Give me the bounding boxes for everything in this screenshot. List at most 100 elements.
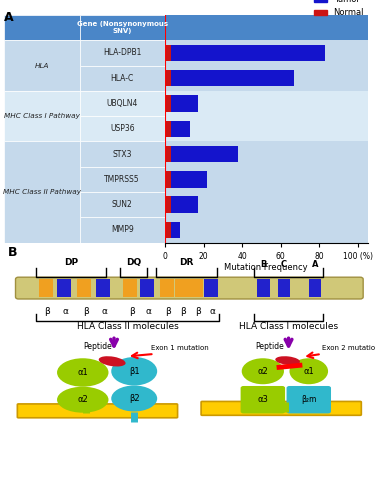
Text: UBQLN4: UBQLN4: [106, 99, 138, 108]
Text: α2: α2: [77, 395, 88, 404]
Text: Peptide: Peptide: [255, 342, 284, 351]
Text: β: β: [83, 307, 88, 316]
Text: β₂m: β₂m: [301, 395, 316, 404]
Bar: [165, 222, 171, 238]
Text: TMPRSS5: TMPRSS5: [105, 175, 140, 184]
Text: α2: α2: [258, 367, 268, 376]
Bar: [165, 192, 368, 217]
Text: Gene (Nonsynonymous
SNV): Gene (Nonsynonymous SNV): [77, 21, 168, 34]
Bar: [4, 40, 80, 91]
Bar: [4, 91, 80, 142]
Bar: [77, 279, 91, 297]
FancyBboxPatch shape: [241, 386, 285, 413]
Bar: [80, 116, 165, 141]
Bar: [80, 217, 165, 242]
Text: DQ: DQ: [126, 258, 141, 267]
Text: β2: β2: [129, 394, 140, 403]
Text: Peptide: Peptide: [83, 342, 112, 351]
Bar: [80, 166, 165, 192]
Text: β: β: [129, 307, 135, 316]
Text: α3: α3: [257, 395, 268, 404]
Bar: [165, 70, 171, 86]
Text: α: α: [145, 307, 151, 316]
Bar: [80, 40, 165, 66]
Text: HLA-DPB1: HLA-DPB1: [103, 48, 141, 58]
Ellipse shape: [99, 356, 126, 366]
Bar: [80, 66, 165, 91]
Bar: [165, 196, 198, 213]
Bar: [165, 166, 368, 192]
Text: C: C: [281, 260, 287, 270]
Bar: [165, 146, 171, 162]
Text: SUN2: SUN2: [112, 200, 133, 209]
Legend: Tumor, Normal: Tumor, Normal: [311, 0, 368, 20]
Text: α1: α1: [77, 368, 88, 377]
Text: B: B: [260, 260, 267, 270]
Text: USP36: USP36: [110, 124, 135, 133]
X-axis label: Mutation Frequency: Mutation Frequency: [224, 264, 308, 272]
Bar: [165, 120, 171, 137]
Ellipse shape: [290, 358, 328, 384]
Text: STX3: STX3: [112, 150, 132, 158]
Text: A: A: [4, 11, 13, 24]
Bar: [165, 146, 238, 162]
Bar: [80, 192, 165, 217]
Bar: [165, 15, 368, 40]
Bar: [165, 217, 368, 242]
Ellipse shape: [57, 358, 108, 386]
Ellipse shape: [57, 386, 108, 412]
Bar: [165, 91, 368, 116]
Bar: [309, 279, 321, 297]
Bar: [165, 96, 198, 112]
Text: β: β: [44, 307, 50, 316]
Text: MHC Class I Pathway: MHC Class I Pathway: [4, 113, 80, 119]
Bar: [165, 120, 190, 137]
Ellipse shape: [111, 357, 157, 386]
Text: A: A: [312, 260, 318, 270]
Bar: [160, 279, 174, 297]
FancyBboxPatch shape: [17, 404, 178, 418]
Bar: [165, 171, 171, 188]
Ellipse shape: [242, 358, 284, 384]
Text: HLA Class II molecules: HLA Class II molecules: [76, 322, 178, 331]
Bar: [165, 44, 171, 61]
Bar: [123, 279, 137, 297]
Text: Exon 2 mutation: Exon 2 mutation: [322, 346, 375, 352]
Bar: [57, 279, 71, 297]
Text: DP: DP: [64, 258, 78, 267]
Text: α1: α1: [303, 367, 314, 376]
Bar: [165, 116, 368, 141]
Text: α: α: [63, 307, 69, 316]
Text: β: β: [180, 307, 186, 316]
Bar: [165, 96, 171, 112]
Bar: [96, 279, 109, 297]
FancyBboxPatch shape: [15, 277, 363, 299]
Ellipse shape: [275, 356, 300, 365]
FancyBboxPatch shape: [201, 402, 362, 415]
Text: HLA-C: HLA-C: [111, 74, 134, 82]
Bar: [80, 15, 165, 40]
Text: MMP9: MMP9: [111, 226, 134, 234]
Bar: [140, 279, 154, 297]
Text: MHC Class II Pathway: MHC Class II Pathway: [3, 189, 81, 195]
Bar: [165, 142, 368, 167]
Text: β1: β1: [129, 367, 140, 376]
Bar: [4, 142, 80, 242]
Text: β: β: [195, 307, 201, 316]
Text: α: α: [210, 307, 216, 316]
Bar: [165, 222, 180, 238]
Bar: [4, 15, 80, 40]
FancyBboxPatch shape: [286, 386, 331, 413]
Bar: [165, 66, 368, 91]
Bar: [165, 70, 294, 86]
Text: B: B: [8, 246, 17, 259]
Bar: [175, 279, 189, 297]
Text: HLA: HLA: [34, 62, 49, 68]
Bar: [165, 40, 368, 66]
Bar: [257, 279, 270, 297]
Text: Exon 1 mutation: Exon 1 mutation: [151, 346, 208, 352]
Bar: [165, 196, 171, 213]
Bar: [39, 279, 53, 297]
Bar: [165, 171, 207, 188]
Bar: [165, 44, 325, 61]
